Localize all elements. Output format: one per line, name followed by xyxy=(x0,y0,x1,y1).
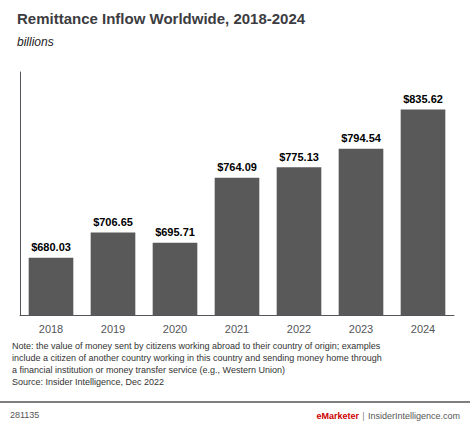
svg-text:$764.09: $764.09 xyxy=(217,161,257,173)
svg-text:eMarketer: eMarketer xyxy=(316,411,359,421)
svg-text:2023: 2023 xyxy=(349,323,373,335)
svg-text:2018: 2018 xyxy=(39,323,63,335)
svg-text:Remittance Inflow Worldwide, 2: Remittance Inflow Worldwide, 2018-2024 xyxy=(17,10,306,27)
svg-text:$794.54: $794.54 xyxy=(341,132,382,144)
svg-text:2020: 2020 xyxy=(163,323,187,335)
svg-text:Source: Insider Intelligence,: Source: Insider Intelligence, Dec 2022 xyxy=(12,377,164,387)
svg-text:281135: 281135 xyxy=(10,410,39,420)
svg-text:2024: 2024 xyxy=(411,323,435,335)
svg-text:$835.62: $835.62 xyxy=(403,93,443,105)
svg-text:InsiderIntelligence.com: InsiderIntelligence.com xyxy=(368,411,460,421)
svg-text:billions: billions xyxy=(17,35,54,49)
svg-text:2022: 2022 xyxy=(287,323,311,335)
svg-text:$706.65: $706.65 xyxy=(93,216,133,228)
svg-text:Note: the value of money sent: Note: the value of money sent by citizen… xyxy=(12,341,381,351)
svg-text:2019: 2019 xyxy=(101,323,125,335)
svg-text:a financial institution or mon: a financial institution or money transfe… xyxy=(12,365,285,375)
svg-text:include a citizen of another c: include a citizen of another country wor… xyxy=(12,353,382,363)
svg-text:$695.71: $695.71 xyxy=(155,226,195,238)
svg-text:2021: 2021 xyxy=(225,323,249,335)
svg-text:$775.13: $775.13 xyxy=(279,151,319,163)
svg-text:$680.03: $680.03 xyxy=(31,241,71,253)
